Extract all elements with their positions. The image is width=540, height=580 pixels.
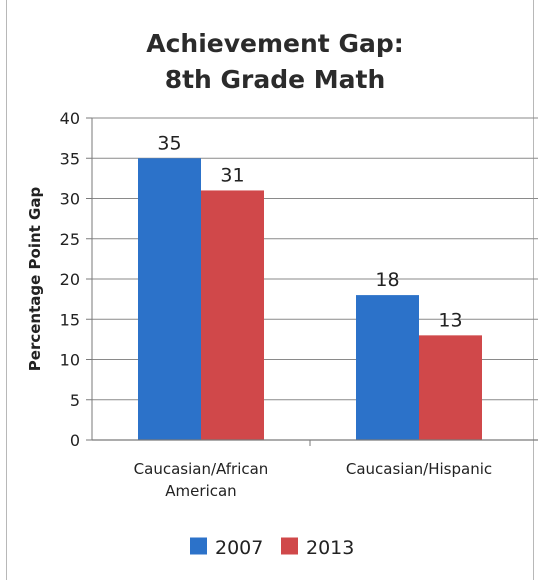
y-tick-label-15: 15 xyxy=(60,310,80,329)
bar-2013-cat1 xyxy=(419,335,482,440)
y-tick-label-10: 10 xyxy=(60,351,80,370)
y-axis-title: Percentage Point Gap xyxy=(26,187,44,372)
y-tick-label-25: 25 xyxy=(60,230,80,249)
legend-swatch-2013 xyxy=(281,537,298,555)
chart-title-line-1: Achievement Gap: xyxy=(146,29,404,58)
bar-2007-cat1 xyxy=(356,295,419,440)
y-tick-label-40: 40 xyxy=(60,109,80,128)
right-border xyxy=(533,0,534,580)
bar-2013-cat0 xyxy=(201,190,264,440)
y-tick-label-35: 35 xyxy=(60,149,80,168)
category-label-0-line-1: American xyxy=(165,482,236,500)
left-border xyxy=(6,0,7,580)
y-tick-label-20: 20 xyxy=(60,270,80,289)
y-tick-label-5: 5 xyxy=(70,391,80,410)
data-label-2007-cat0: 35 xyxy=(157,132,181,154)
chart-title-line-2: 8th Grade Math xyxy=(164,65,386,94)
data-label-2013-cat1: 13 xyxy=(438,309,462,331)
legend-label-2013: 2013 xyxy=(306,537,354,559)
legend-label-2007: 2007 xyxy=(215,537,263,559)
y-tick-label-30: 30 xyxy=(60,190,80,209)
data-label-2007-cat1: 18 xyxy=(375,269,399,291)
bar-2007-cat0 xyxy=(138,158,201,440)
category-label-1-line-0: Caucasian/Hispanic xyxy=(346,460,492,478)
category-label-0-line-0: Caucasian/African xyxy=(134,460,269,478)
data-label-2013-cat0: 31 xyxy=(220,164,244,186)
legend-swatch-2007 xyxy=(190,537,207,555)
y-tick-label-0: 0 xyxy=(70,431,80,450)
